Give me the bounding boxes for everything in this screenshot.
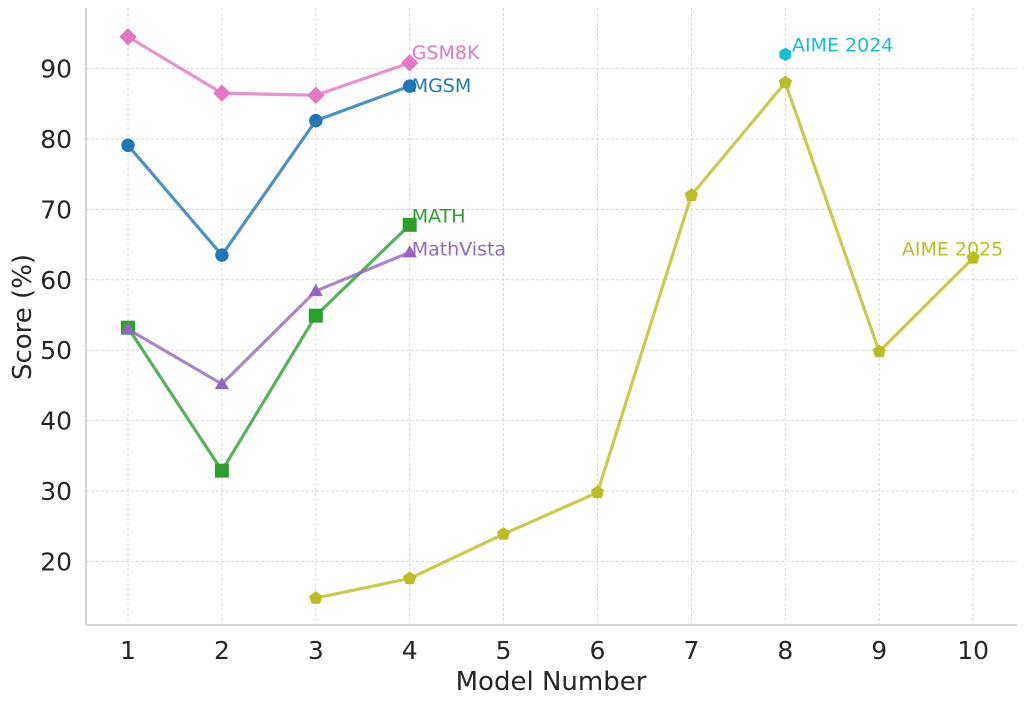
y-tick-label: 40 [40,407,72,436]
data-point-aime-2025 [966,250,980,264]
data-point-aime-2025 [496,527,511,540]
data-point-aime-2025 [309,591,323,604]
y-tick-label: 20 [40,548,72,577]
y-tick-label: 70 [40,195,72,224]
series-math [121,217,417,478]
axes-spines [85,8,1017,626]
data-point-aime-2025 [684,188,699,201]
series-line-mathvista [126,250,412,386]
x-tick-label: 1 [120,636,136,665]
series-aime-2025 [309,75,980,604]
x-tick-label: 6 [590,636,606,665]
data-point-gsm8k [213,84,231,102]
x-tick-label: 8 [777,636,793,665]
data-point-mathvista [120,321,136,335]
series-aime-2024 [779,47,792,62]
series-line-gsm8k [126,35,412,97]
y-tick-label: 60 [40,266,72,295]
series-label-gsm8k: GSM8K [412,42,480,64]
series-label-math: MATH [412,205,466,227]
series-group [119,28,980,604]
x-tick-label: 2 [214,636,230,665]
series-mgsm [121,79,417,262]
data-point-gsm8k [119,28,137,46]
series-label-mgsm: MGSM [412,75,472,97]
data-point-aime-2025 [403,571,417,585]
data-point-gsm8k [307,86,325,104]
tick-labels: 1 2 3 4 5 6 7 8 9 10 20 30 40 50 60 70 80 90 [40,55,989,666]
data-point-aime-2025 [872,344,886,358]
y-tick-label: 80 [40,125,72,154]
data-point-aime-2024 [779,47,792,62]
data-point-math [402,217,417,232]
x-tick-label: 4 [402,636,418,665]
data-point-mgsm [215,248,229,262]
series-labels: GSM8K MGSM MATH MathVista AIME 2025 AIME 2024 [412,34,1004,260]
data-point-math [214,463,229,478]
data-point-mathvista [214,376,230,390]
data-point-mathvista [308,283,323,297]
data-point-mathvista [402,245,417,258]
data-point-aime-2025 [590,485,605,499]
y-tick-label: 30 [40,477,72,506]
x-tick-label: 10 [957,636,989,665]
y-tick-label: 90 [40,55,72,84]
series-mathvista [120,245,417,390]
series-line-aime-2025 [314,80,975,600]
data-point-mgsm [309,113,323,128]
data-point-aime-2025 [778,75,792,89]
y-tick-label: 50 [40,336,72,365]
y-axis-title: Score (%) [8,254,38,380]
x-tick-label: 9 [871,636,887,665]
series-line-math [126,223,412,473]
x-tick-label: 7 [683,636,699,665]
data-point-gsm8k [400,54,419,72]
x-axis-title: Model Number [456,667,647,697]
series-label-aime-2025: AIME 2025 [902,239,1003,261]
series-label-mathvista: MathVista [412,239,506,261]
series-label-aime-2024: AIME 2024 [792,34,893,56]
x-tick-label: 3 [308,636,324,665]
x-tick-label: 5 [496,636,512,665]
data-point-mgsm [121,138,135,152]
grid [86,8,1017,625]
data-point-mgsm [403,79,417,93]
series-gsm8k [119,28,419,104]
series-line-mgsm [126,84,412,257]
data-point-math [308,308,323,323]
